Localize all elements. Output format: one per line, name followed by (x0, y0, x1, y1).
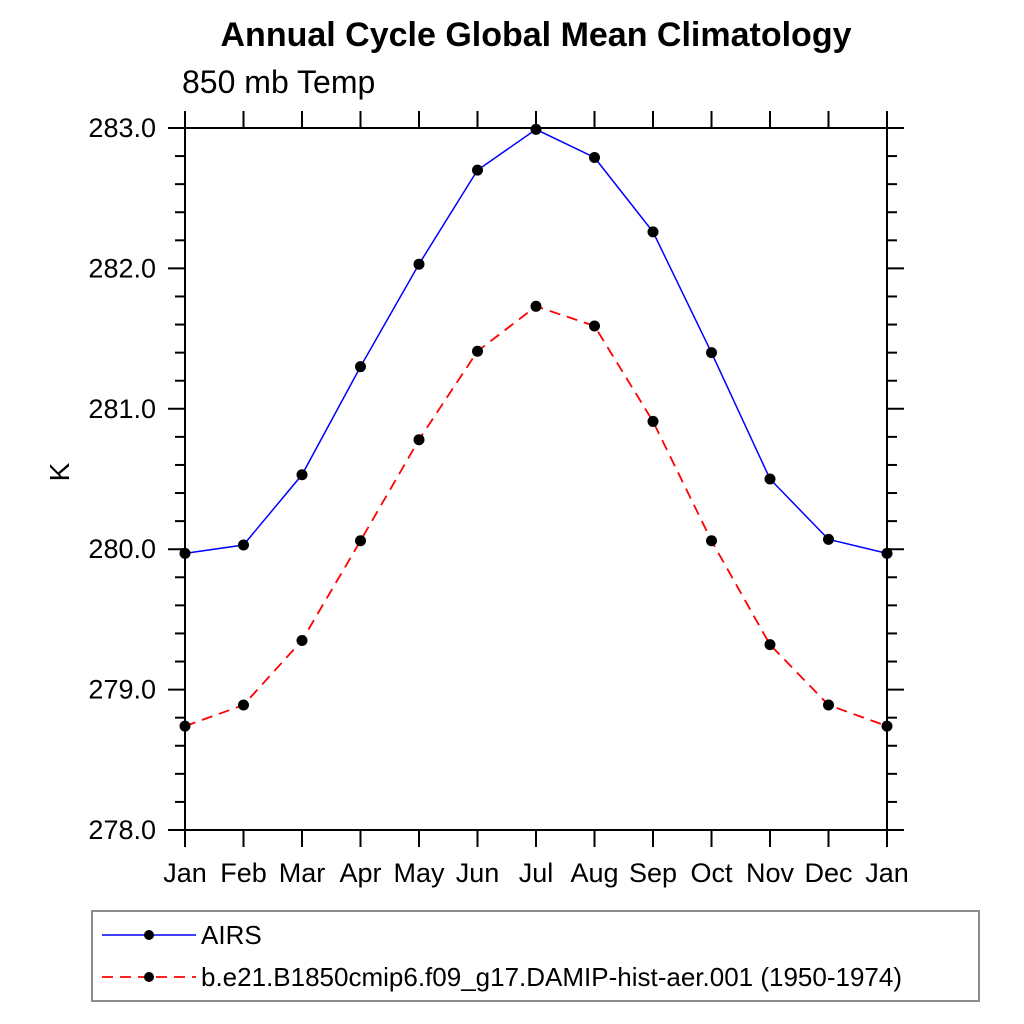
x-tick-label: Mar (279, 858, 326, 888)
y-tick-label: 279.0 (88, 675, 156, 705)
y-tick-label: 280.0 (88, 534, 156, 564)
legend-sample-line-0 (102, 930, 196, 940)
x-tick-label: Aug (570, 858, 618, 888)
x-tick-label: Jan (865, 858, 909, 888)
x-tick-label: Oct (690, 858, 733, 888)
x-ticks (184, 111, 888, 847)
x-tick-label: May (393, 858, 445, 888)
x-tick-labels: Jan Feb Mar Apr May Jun Jul Aug Sep Oct Nov Dec Jan (163, 858, 909, 888)
x-tick-label: Dec (804, 858, 852, 888)
x-tick-label: Feb (220, 858, 267, 888)
x-tick-label: Jan (163, 858, 207, 888)
legend: AIRS b.e21.B1850cmip6.f09_g17.DAMIP-hist… (91, 910, 980, 1002)
x-tick-label: Nov (746, 858, 795, 888)
series-line-0 (184, 128, 888, 555)
y-tick-labels: 278.0 279.0 280.0 281.0 282.0 283.0 (88, 113, 156, 845)
x-tick-label: Apr (339, 858, 381, 888)
x-tick-label: Jul (519, 858, 554, 888)
series-markers-1 (179, 300, 893, 732)
legend-label-model: b.e21.B1850cmip6.f09_g17.DAMIP-hist-aer.… (201, 961, 902, 992)
y-tick-label: 281.0 (88, 394, 156, 424)
series-line-1 (184, 305, 888, 727)
series-markers-0 (179, 123, 893, 559)
legend-sample-line-1 (102, 972, 196, 982)
chart-title: Annual Cycle Global Mean Climatology (220, 16, 852, 54)
plot-border (184, 127, 888, 831)
x-tick-label: Sep (629, 858, 677, 888)
x-tick-label: Jun (456, 858, 500, 888)
y-tick-label: 278.0 (88, 815, 156, 845)
y-tick-label: 283.0 (88, 113, 156, 143)
y-tick-label: 282.0 (88, 253, 156, 283)
legend-item-model: b.e21.B1850cmip6.f09_g17.DAMIP-hist-aer.… (93, 956, 978, 998)
chart-subtitle: 850 mb Temp (182, 64, 376, 100)
legend-label-airs: AIRS (201, 919, 262, 950)
y-ticks (168, 127, 904, 831)
legend-item-airs: AIRS (93, 914, 978, 956)
